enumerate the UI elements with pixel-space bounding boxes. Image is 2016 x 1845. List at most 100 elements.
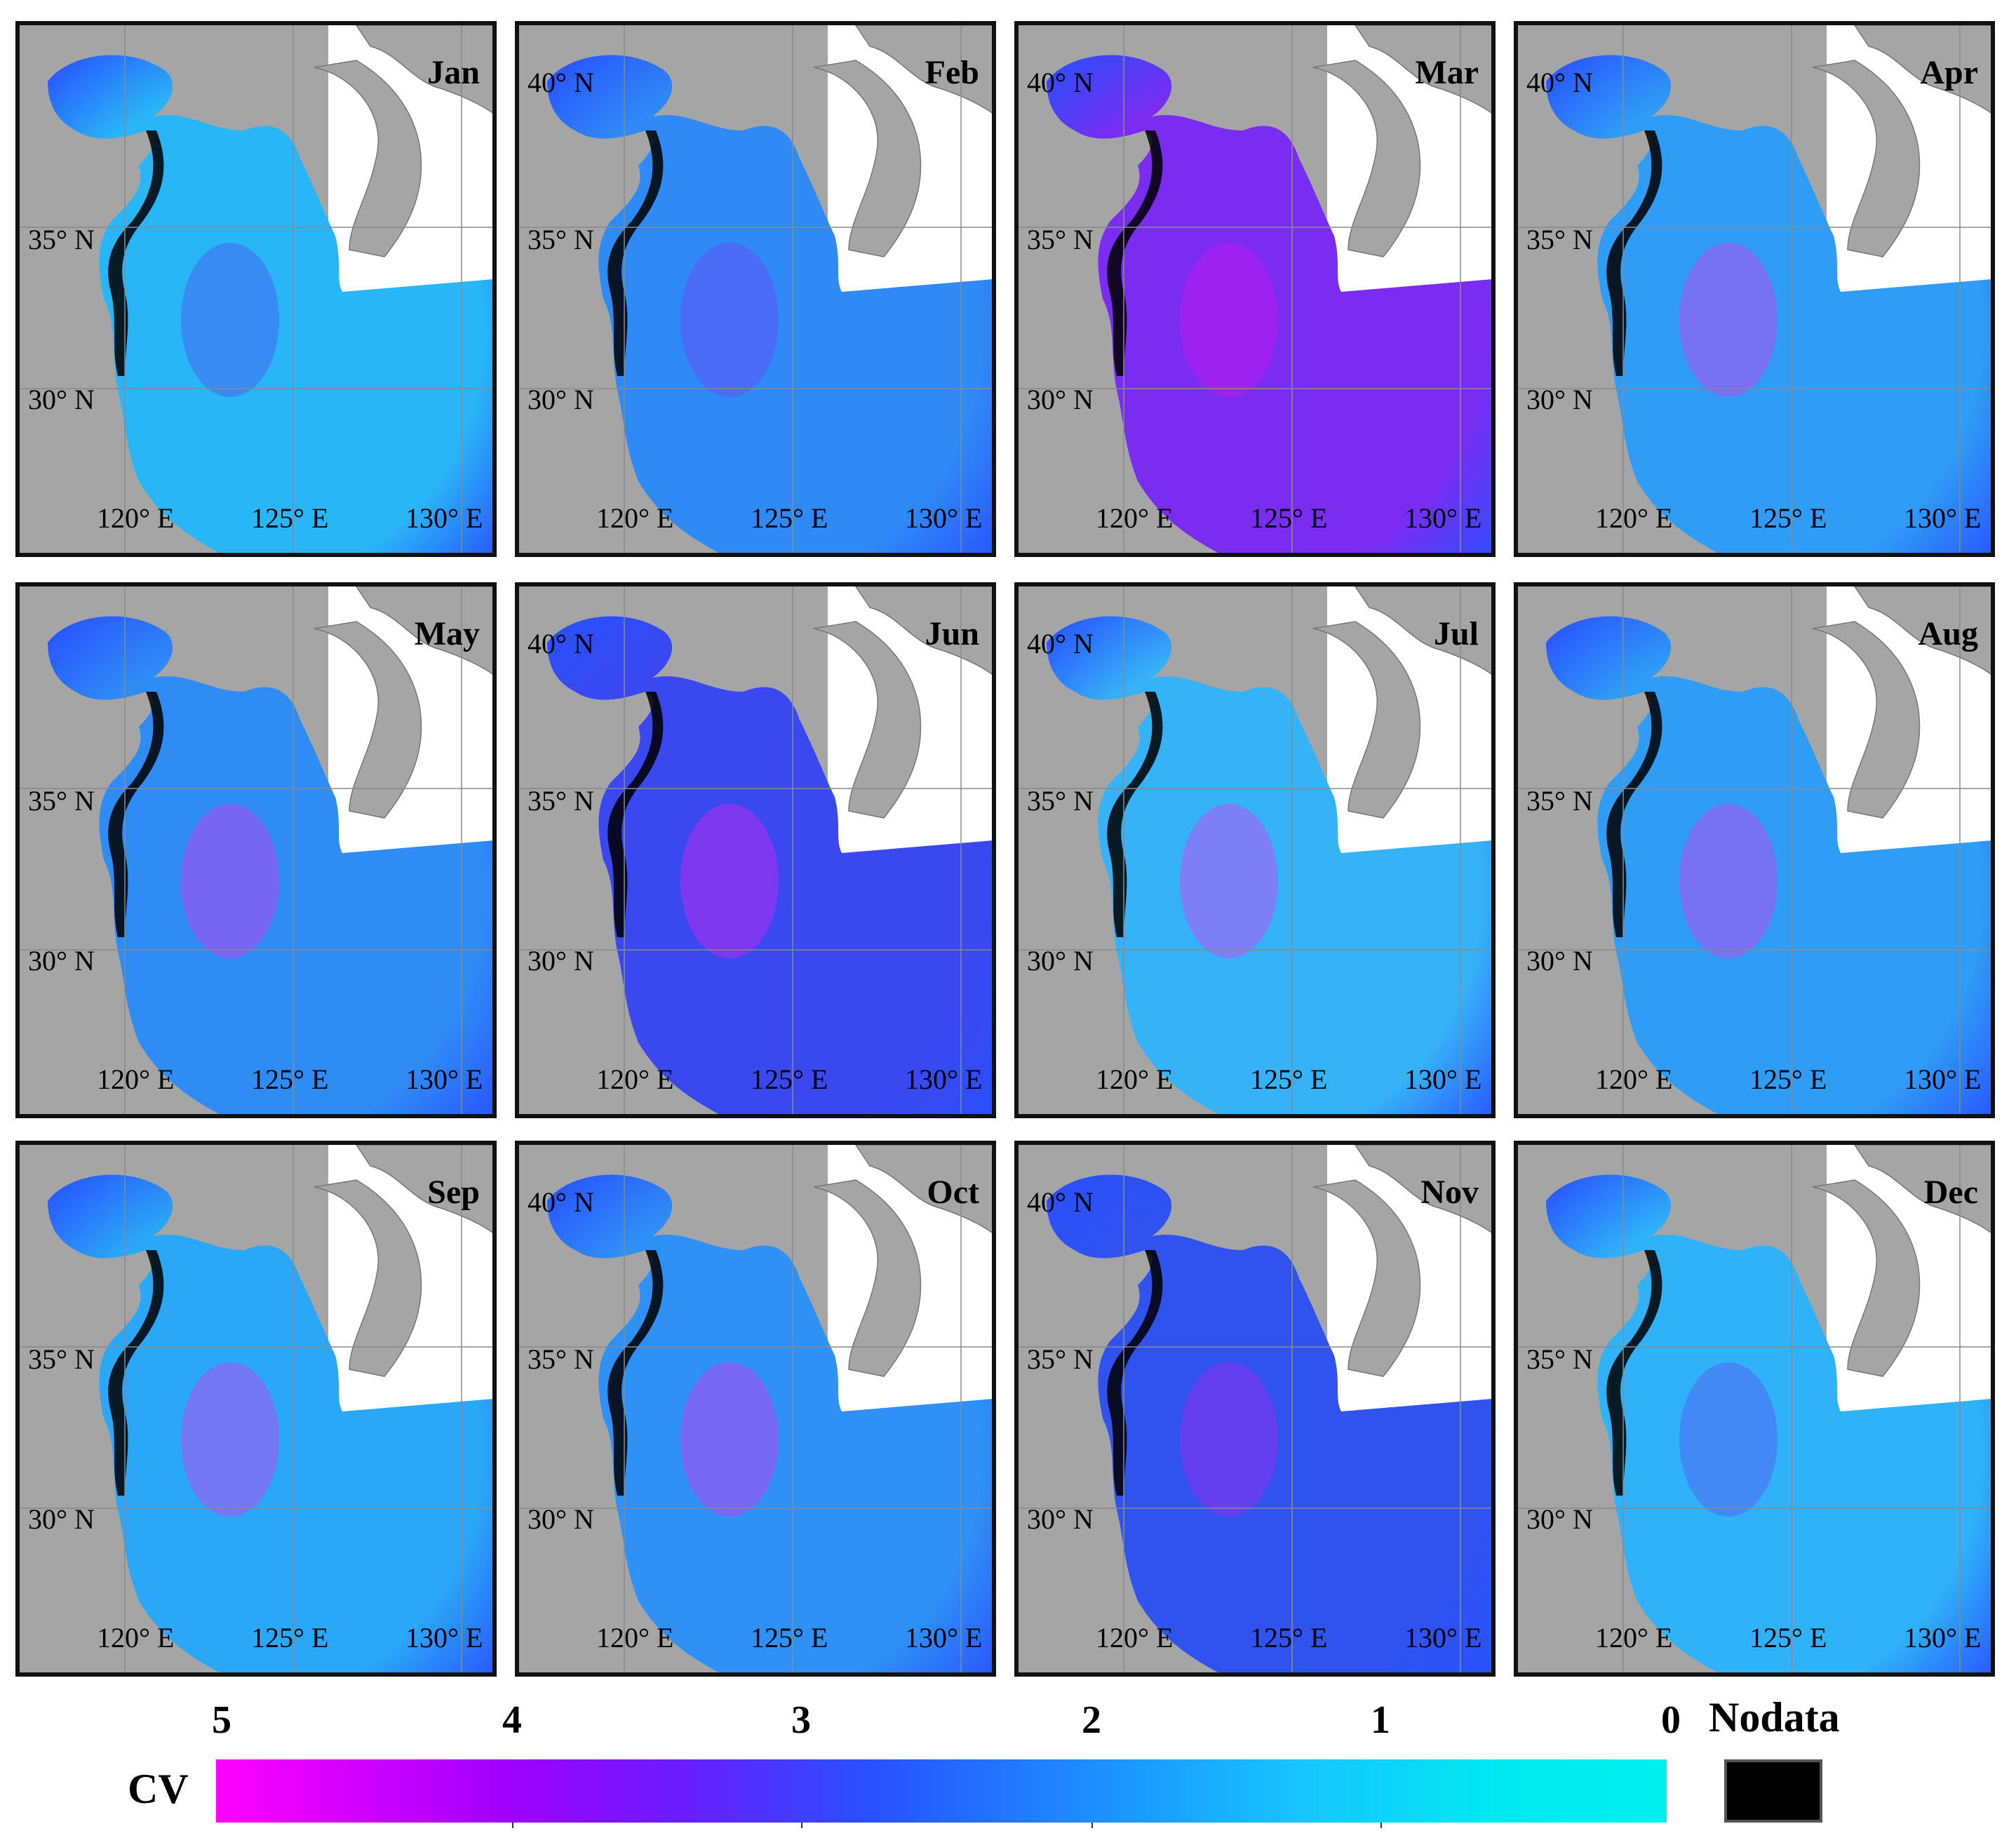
latitude-label: 30° N: [28, 384, 95, 415]
month-label: Feb: [925, 54, 979, 91]
legend-tick-mark: [1380, 1823, 1382, 1828]
latitude-label: 35° N: [28, 224, 95, 255]
longitude-label: 130° E: [1904, 1622, 1982, 1653]
cv-color-scale: [216, 1759, 1667, 1823]
latitude-label: 30° N: [527, 1503, 594, 1535]
longitude-label: 130° E: [1404, 1064, 1482, 1095]
latitude-label: 35° N: [1526, 1343, 1593, 1375]
map-panel-nov: Nov 40° N 35° N 30° N 120° E 125° E 130° E: [1014, 1141, 1496, 1677]
high-cv-zone: [680, 1362, 779, 1517]
longitude-label: 130° E: [405, 1622, 483, 1653]
map-panel-dec: Dec 35° N 30° N 120° E 125° E 130° E: [1514, 1141, 1995, 1677]
longitude-label: 125° E: [1749, 1064, 1827, 1095]
latitude-label: 30° N: [527, 384, 594, 415]
longitude-label: 125° E: [751, 1064, 828, 1095]
legend-tick-mark: [801, 1823, 802, 1828]
korea-land: [1355, 586, 1491, 675]
latitude-label: 35° N: [28, 785, 95, 817]
latitude-label: 30° N: [1027, 384, 1094, 415]
high-cv-zone: [1679, 804, 1778, 958]
legend-tick-label: 3: [791, 1698, 811, 1742]
longitude-label: 120° E: [97, 1064, 175, 1095]
map-panel-jun: Jun 40° N 35° N 30° N 120° E 125° E 130° E: [515, 582, 996, 1118]
high-cv-zone: [680, 243, 779, 397]
latitude-label: 35° N: [1027, 1343, 1094, 1375]
korea-land: [1854, 1145, 1991, 1233]
korea-peninsula: [1312, 621, 1421, 819]
month-label: Sep: [427, 1174, 480, 1211]
korea-land: [1355, 25, 1491, 114]
nodata-label: Nodata: [1709, 1694, 1840, 1740]
legend-tick-label: 0: [1661, 1698, 1681, 1742]
korea-land: [356, 586, 492, 675]
high-cv-zone: [1679, 1362, 1778, 1517]
cv-map-may: [20, 586, 492, 1114]
cv-map-feb: [519, 25, 992, 553]
latitude-label: 35° N: [527, 1343, 594, 1375]
high-cv-zone: [1180, 804, 1278, 958]
longitude-label: 120° E: [1096, 502, 1174, 534]
coastal-nodata: [1606, 1250, 1662, 1496]
map-panel-aug: Aug 35° N 30° N 120° E 125° E 130° E: [1514, 582, 1995, 1118]
longitude-label: 120° E: [596, 1622, 674, 1653]
latitude-label: 30° N: [1027, 945, 1094, 977]
longitude-label: 120° E: [97, 502, 175, 534]
longitude-label: 120° E: [1595, 502, 1673, 534]
korea-land: [356, 25, 492, 114]
coastal-nodata: [108, 692, 164, 937]
cv-map-jun: [519, 586, 992, 1114]
latitude-label: 30° N: [1526, 384, 1593, 415]
longitude-label: 130° E: [1404, 502, 1482, 534]
latitude-label: 30° N: [28, 945, 95, 977]
latitude-label: 40° N: [1027, 1186, 1094, 1218]
longitude-label: 120° E: [97, 1622, 175, 1653]
korea-peninsula: [1812, 60, 1921, 257]
high-cv-zone: [181, 243, 279, 397]
month-label: May: [414, 615, 480, 652]
longitude-label: 120° E: [596, 1064, 674, 1095]
latitude-label: 30° N: [1526, 945, 1593, 977]
korea-land: [1854, 586, 1991, 675]
map-panel-sep: Sep 35° N 30° N 120° E 125° E 130° E: [15, 1141, 497, 1677]
latitude-label: 30° N: [1027, 1503, 1094, 1535]
latitude-label: 35° N: [28, 1343, 95, 1375]
korea-peninsula: [1812, 1179, 1921, 1377]
coastal-nodata: [108, 1250, 164, 1496]
korea-land: [855, 25, 992, 114]
map-panel-jul: Jul 40° N 35° N 30° N 120° E 125° E 130° E: [1014, 582, 1496, 1118]
korea-peninsula: [1312, 1179, 1421, 1377]
longitude-label: 130° E: [405, 502, 483, 534]
high-cv-zone: [181, 804, 279, 958]
legend-tick-mark: [1091, 1823, 1093, 1828]
cv-map-oct: [519, 1145, 992, 1672]
cv-map-dec: [1518, 1145, 1991, 1672]
month-label: Nov: [1420, 1174, 1479, 1211]
month-label: Jun: [925, 615, 979, 652]
korea-land: [855, 1145, 992, 1233]
month-label: Dec: [1923, 1174, 1978, 1211]
month-label: Apr: [1920, 54, 1978, 91]
cv-map-apr: [1518, 25, 1991, 553]
latitude-label: 35° N: [1526, 224, 1593, 255]
longitude-label: 125° E: [1749, 1622, 1827, 1653]
month-label: Aug: [1918, 615, 1978, 652]
longitude-label: 120° E: [1595, 1622, 1673, 1653]
map-panel-apr: Apr 40° N 35° N 30° N 120° E 125° E 130° E: [1514, 21, 1995, 557]
cv-map-sep: [20, 1145, 492, 1672]
korea-peninsula: [813, 60, 922, 257]
month-label: Oct: [927, 1174, 979, 1211]
cv-map-nov: [1019, 1145, 1491, 1672]
longitude-label: 125° E: [751, 502, 828, 534]
latitude-label: 40° N: [527, 1186, 594, 1218]
map-panel-may: May 35° N 30° N 120° E 125° E 130° E: [15, 582, 497, 1118]
high-cv-zone: [181, 1362, 279, 1517]
longitude-label: 125° E: [1250, 1622, 1328, 1653]
high-cv-zone: [1180, 243, 1278, 397]
korea-peninsula: [1812, 621, 1921, 819]
korea-peninsula: [314, 60, 422, 257]
coastal-nodata: [607, 692, 664, 937]
latitude-label: 40° N: [1027, 628, 1094, 659]
latitude-label: 35° N: [1526, 785, 1593, 817]
korea-peninsula: [314, 1179, 422, 1377]
coastal-nodata: [1107, 1250, 1163, 1496]
